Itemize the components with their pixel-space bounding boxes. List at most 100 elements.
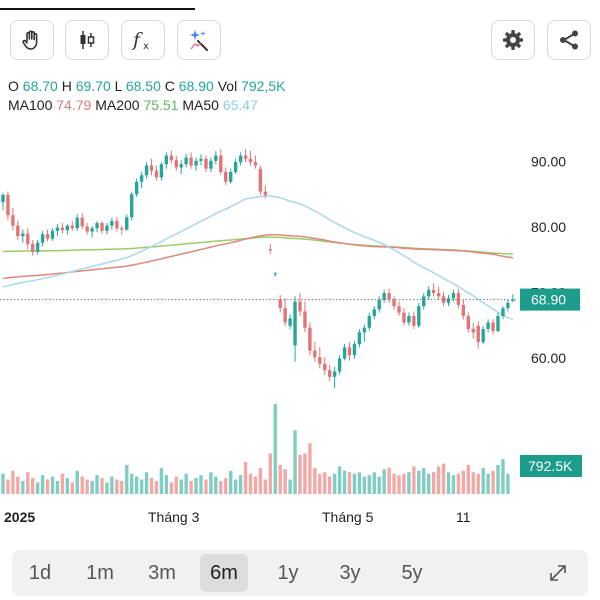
candle-body (397, 306, 401, 313)
candle-body (298, 301, 302, 312)
volume-bar (451, 475, 456, 494)
volume-bar (466, 465, 470, 494)
volume-bar (95, 475, 99, 494)
volume-bar (80, 476, 84, 494)
ma100-value: 74.79 (56, 97, 92, 113)
volume-bar (174, 476, 178, 494)
chart-toolbar: f x (0, 20, 600, 64)
x-tick-label: Tháng 3 (148, 509, 200, 525)
candle-body (258, 168, 263, 192)
volume-bar (209, 472, 213, 494)
candlestick-type-button[interactable] (65, 20, 109, 60)
volume-bar (199, 475, 203, 494)
volume-bar (139, 479, 144, 494)
candle-body (328, 370, 332, 377)
volume-bar (293, 430, 297, 494)
candle-body (154, 170, 159, 178)
volume-bar (323, 472, 327, 494)
candle-body (100, 223, 104, 231)
volume-bar (328, 476, 332, 494)
candle-body (214, 155, 218, 161)
volume-bar (441, 463, 446, 494)
candle-body (130, 194, 134, 218)
candle-body (105, 225, 109, 231)
range-5y[interactable]: 5y (401, 561, 423, 584)
ma-legend: MA100 74.79 MA200 75.51 MA50 65.47 (8, 97, 258, 113)
candle-body (80, 217, 84, 227)
candle-body (456, 293, 461, 305)
candle-body (377, 299, 381, 310)
volume-bar (347, 472, 352, 494)
candle-body (427, 289, 431, 297)
volume-tag (520, 455, 582, 477)
candle-body (288, 318, 292, 326)
range-1d[interactable]: 1d (28, 561, 52, 584)
range-3y[interactable]: 3y (339, 561, 361, 584)
volume-bar (337, 466, 342, 494)
candle-body (511, 299, 515, 301)
candle-body (125, 217, 129, 230)
volume-bar (283, 469, 287, 494)
candle-body (278, 299, 282, 309)
auto-draw-button[interactable] (177, 20, 221, 60)
candle-body (431, 289, 436, 294)
volume-bar (204, 479, 208, 494)
volume-bar (436, 466, 441, 494)
range-1y[interactable]: 1y (277, 561, 299, 584)
candle-body (402, 312, 406, 323)
volume-bar (377, 476, 381, 494)
magic-wand-icon (190, 30, 208, 51)
candle-body (506, 302, 510, 309)
volume-bar (31, 478, 35, 494)
volume-bar (229, 470, 233, 494)
hand-icon (22, 30, 38, 50)
share-button[interactable] (547, 20, 591, 60)
x-tick-label: 11 (456, 509, 471, 525)
candle-body (422, 296, 426, 307)
range-6m[interactable]: 6m (200, 554, 248, 592)
volume-bar (298, 454, 302, 494)
x-tick-label: 2025 (4, 509, 35, 525)
candle-body (243, 155, 248, 159)
volume-bar (65, 478, 70, 494)
svg-text:f: f (131, 29, 143, 51)
candle-body (357, 332, 362, 345)
y-tick-label: 80.00 (531, 219, 566, 235)
range-1m[interactable]: 1m (86, 561, 114, 584)
expand-button[interactable] (534, 554, 582, 592)
candlesticks (1, 149, 515, 388)
candle-body (115, 221, 119, 229)
volume-bar (481, 467, 485, 494)
volume-bar (506, 473, 510, 494)
volume-bar (134, 476, 139, 494)
close-value: 68.90 (178, 78, 214, 94)
candle-body (461, 304, 466, 316)
candle-body (204, 158, 208, 169)
candle-body (21, 233, 25, 237)
volume-bar (26, 472, 30, 494)
volume-bar (154, 480, 159, 494)
volume-bar (40, 475, 45, 494)
candle-body (31, 243, 35, 252)
volume-bar (100, 478, 104, 494)
volume-bar (55, 480, 60, 494)
volume-bar (278, 465, 282, 494)
candle-body (229, 171, 233, 182)
volume-bar (382, 469, 386, 494)
indicators-button[interactable]: f x (121, 20, 165, 60)
candle-body (26, 233, 30, 244)
candle-body (233, 162, 238, 172)
volume-bar (357, 472, 362, 494)
hand-tool-button[interactable] (10, 20, 54, 60)
candle-body (382, 293, 386, 300)
candle-body (1, 194, 5, 203)
candle-body (352, 344, 357, 356)
volume-bar (125, 465, 129, 494)
range-3m[interactable]: 3m (148, 561, 176, 584)
candle-body (446, 298, 451, 303)
volume-bar (263, 479, 268, 494)
settings-button[interactable] (491, 20, 535, 60)
candle-body (387, 293, 391, 300)
range-selector: 1d 1m 3m 6m 1y 3y 5y (12, 550, 588, 596)
price-chart[interactable]: 100.0090.0080.0070.0060.0068.90792.5K202… (0, 120, 600, 540)
